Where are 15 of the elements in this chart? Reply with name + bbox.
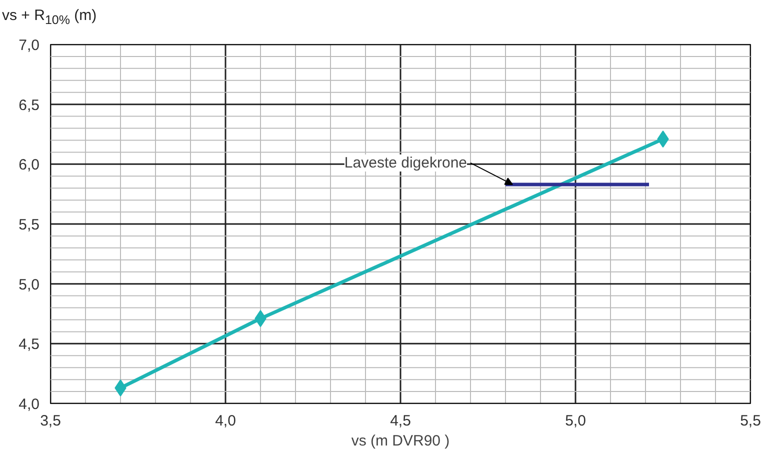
x-tick-label: 4,5 xyxy=(390,412,411,430)
y-tick-label: 6,0 xyxy=(18,156,40,174)
x-axis-title: vs (m DVR90 ) xyxy=(351,432,450,450)
x-tick-label: 5,5 xyxy=(740,412,761,430)
x-tick-label: 4,0 xyxy=(215,412,236,430)
y-tick-label: 4,5 xyxy=(18,336,40,354)
y-tick-label: 5,0 xyxy=(18,276,40,294)
y-axis-title: vs + R$_{10%}$ (m) xyxy=(2,7,97,27)
y-tick-label: 6,5 xyxy=(18,96,40,114)
y-tick-label: 4,0 xyxy=(18,396,40,413)
annotation: Laveste digekrone xyxy=(344,154,468,172)
x-tick-label: 5,0 xyxy=(565,412,586,430)
y-tick-label: 7,0 xyxy=(18,37,40,54)
x-tick-label: 3,5 xyxy=(40,412,61,430)
y-tick-label: 5,5 xyxy=(18,216,40,234)
